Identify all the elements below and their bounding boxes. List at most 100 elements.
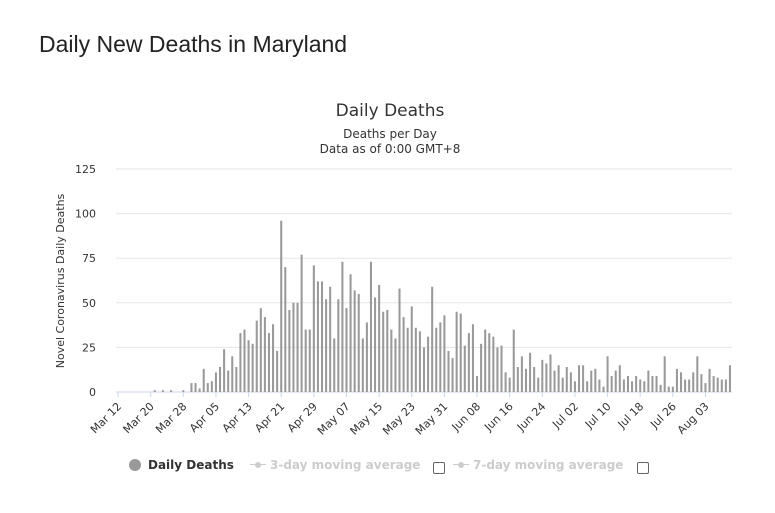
bar[interactable] <box>651 375 654 392</box>
bar[interactable] <box>272 324 275 392</box>
bar[interactable] <box>455 311 458 392</box>
bar[interactable] <box>345 308 348 392</box>
bar[interactable] <box>267 333 270 392</box>
bar[interactable] <box>276 350 279 392</box>
bar[interactable] <box>728 365 731 392</box>
bar[interactable] <box>655 375 658 392</box>
bar[interactable] <box>312 265 315 392</box>
bar[interactable] <box>684 379 687 392</box>
bar[interactable] <box>410 306 413 392</box>
bar[interactable] <box>288 309 291 392</box>
bar[interactable] <box>724 379 727 392</box>
bar[interactable] <box>516 367 519 392</box>
bar[interactable] <box>622 379 625 392</box>
bar[interactable] <box>198 388 201 392</box>
bar[interactable] <box>227 370 230 392</box>
bar[interactable] <box>427 336 430 392</box>
bar[interactable] <box>471 324 474 392</box>
bar[interactable] <box>586 381 589 392</box>
bar[interactable] <box>394 338 397 392</box>
bar[interactable] <box>578 365 581 392</box>
bar[interactable] <box>292 302 295 392</box>
bar[interactable] <box>353 290 356 392</box>
bar[interactable] <box>598 379 601 392</box>
bar[interactable] <box>435 327 438 392</box>
bar[interactable] <box>492 336 495 392</box>
bar[interactable] <box>675 368 678 392</box>
bar[interactable] <box>418 331 421 392</box>
bar[interactable] <box>378 284 381 392</box>
bar[interactable] <box>214 372 217 392</box>
bar[interactable] <box>341 261 344 392</box>
bar[interactable] <box>476 375 479 392</box>
bar[interactable] <box>679 372 683 392</box>
bar[interactable] <box>720 379 723 392</box>
bar[interactable] <box>329 286 332 392</box>
bar[interactable] <box>496 347 499 392</box>
bar[interactable] <box>443 315 446 392</box>
bar[interactable] <box>557 365 560 392</box>
bar[interactable] <box>308 329 311 392</box>
bar[interactable] <box>369 261 372 392</box>
bar[interactable] <box>398 288 401 392</box>
bar[interactable] <box>712 375 715 392</box>
bar[interactable] <box>337 299 340 392</box>
bar[interactable] <box>606 356 609 392</box>
bar[interactable] <box>170 390 173 392</box>
bar[interactable] <box>667 386 670 392</box>
bar[interactable] <box>467 333 470 392</box>
bar[interactable] <box>573 381 576 392</box>
bar[interactable] <box>382 311 385 392</box>
bar[interactable] <box>414 327 417 392</box>
bar[interactable] <box>545 363 548 392</box>
bar[interactable] <box>463 345 466 392</box>
bar[interactable] <box>202 368 205 392</box>
bar[interactable] <box>296 302 299 392</box>
bar[interactable] <box>182 390 185 392</box>
bar[interactable] <box>488 333 491 392</box>
bar[interactable] <box>602 386 605 392</box>
bar[interactable] <box>284 267 287 392</box>
bar[interactable] <box>243 329 246 392</box>
bar[interactable] <box>333 338 336 392</box>
bar[interactable] <box>582 365 585 392</box>
bar[interactable] <box>459 313 462 392</box>
legend-item-daily-deaths[interactable]: Daily Deaths <box>129 455 234 475</box>
bar[interactable] <box>692 372 695 392</box>
bar[interactable] <box>304 329 307 392</box>
bar[interactable] <box>716 377 719 392</box>
bar[interactable] <box>255 320 258 392</box>
bar[interactable] <box>704 383 707 392</box>
bar[interactable] <box>688 379 691 392</box>
bar[interactable] <box>504 372 507 392</box>
bar[interactable] <box>671 386 674 392</box>
bar[interactable] <box>320 281 324 392</box>
bar[interactable] <box>451 358 454 392</box>
bar[interactable] <box>659 384 662 392</box>
bar[interactable] <box>263 317 266 392</box>
bar[interactable] <box>223 349 226 392</box>
bar[interactable] <box>316 281 319 392</box>
bar[interactable] <box>663 356 666 392</box>
bar[interactable] <box>447 350 450 392</box>
bar[interactable] <box>153 390 156 392</box>
bar[interactable] <box>631 381 634 392</box>
bar[interactable] <box>190 383 193 392</box>
bar[interactable] <box>549 354 552 392</box>
legend-item-3-day-moving-average[interactable]: 3-day moving average <box>250 455 420 475</box>
bar[interactable] <box>590 370 593 392</box>
bar[interactable] <box>500 345 503 392</box>
bar[interactable] <box>610 375 613 392</box>
bar[interactable] <box>161 390 164 392</box>
bar[interactable] <box>639 379 642 392</box>
bar[interactable] <box>643 381 646 392</box>
bar[interactable] <box>422 347 426 392</box>
bar[interactable] <box>219 367 222 392</box>
bar[interactable] <box>696 356 699 392</box>
bar[interactable] <box>390 329 393 392</box>
bar[interactable] <box>635 375 638 392</box>
bar[interactable] <box>325 299 328 392</box>
bar[interactable] <box>406 327 409 392</box>
legend-item-7-day-moving-average[interactable]: 7-day moving average <box>453 455 623 475</box>
bar[interactable] <box>700 374 703 392</box>
